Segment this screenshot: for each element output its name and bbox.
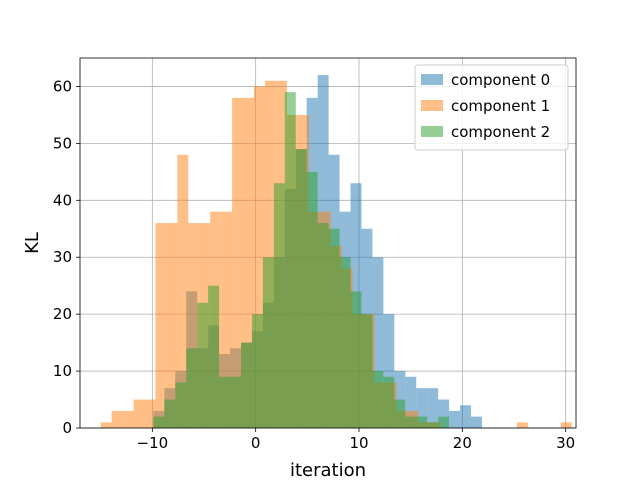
legend-label: component 2 [451,123,550,141]
histogram-bar [438,399,450,428]
histogram-bar [240,342,252,428]
y-axis-label: KL [22,232,43,254]
series-2-bars [153,92,450,429]
histogram-bar [460,405,472,428]
histogram-bar [133,399,145,428]
histogram-bar [262,257,274,428]
histogram-bar [188,223,200,428]
histogram-bar [405,416,417,428]
histogram-bar [254,86,265,428]
y-tick-label: 30 [53,248,72,266]
histogram-bar [471,416,482,428]
histogram-bar [295,149,307,429]
y-tick-label: 60 [53,77,72,95]
histogram-bar [394,399,406,428]
histogram-bar [177,154,189,428]
legend-label: component 1 [451,97,550,115]
histogram-bar [166,223,178,428]
legend-label: component 0 [451,71,550,89]
histogram-bar [273,183,285,428]
y-tick-label: 50 [53,134,72,152]
y-axis-ticks: 0 10 20 30 40 50 60 [53,77,80,437]
y-tick-label: 10 [53,362,72,380]
histogram-bar [560,422,572,428]
histogram-bar [383,376,395,428]
histogram-bar [144,399,156,428]
histogram-bar [122,410,134,428]
histogram-bar [197,302,209,428]
histogram-bar [416,388,428,428]
histogram-bar [438,416,450,428]
y-tick-label: 20 [53,305,72,323]
histogram-bar [361,314,373,428]
histogram-bar [208,285,220,428]
histogram-bar [264,80,276,429]
legend-box [414,64,569,151]
histogram-bar [449,410,461,428]
histogram-bar [100,422,112,428]
y-tick-label: 0 [62,419,72,437]
histogram-bar [427,422,439,428]
histogram-bar [306,171,318,428]
histogram-bar [516,422,528,428]
x-tick-label: 0 [251,434,261,452]
histogram-bar [251,314,263,428]
legend-swatch [421,100,443,111]
histogram-bar [405,376,417,428]
histogram-bar [317,223,329,428]
histogram-bar [111,410,123,428]
histogram-bar [339,257,351,428]
x-axis-label: iteration [290,460,366,480]
histogram-bar [153,416,165,428]
histogram-bar [328,228,340,428]
histogram-bar [372,371,384,428]
histogram-bar [350,291,362,428]
histogram-bar [427,388,439,428]
histogram-bar [416,416,428,428]
histogram-bar [230,376,241,428]
legend-swatch [421,74,443,85]
histogram-bar [232,97,244,428]
x-tick-label: 30 [556,434,575,452]
y-tick-label: 40 [53,191,72,209]
histogram-bars [100,75,572,429]
x-axis-ticks: −10 0 10 20 30 [137,428,575,452]
histogram-bar [221,211,233,428]
x-tick-label: −10 [137,434,169,452]
x-tick-label: 20 [453,434,472,452]
histogram-bar [155,223,167,428]
legend-swatch [421,126,443,137]
histogram-bar [383,314,395,428]
histogram-bar [243,97,255,428]
histogram-bar [175,382,187,428]
histogram-bar [219,376,231,428]
histogram-bar [372,257,384,428]
axes-frame [79,57,577,429]
legend: component 0 component 1 component 2 [414,64,569,151]
histogram-bar [284,92,296,429]
x-tick-label: 10 [349,434,368,452]
histogram-bar [186,348,198,428]
histogram-bar [164,399,176,428]
